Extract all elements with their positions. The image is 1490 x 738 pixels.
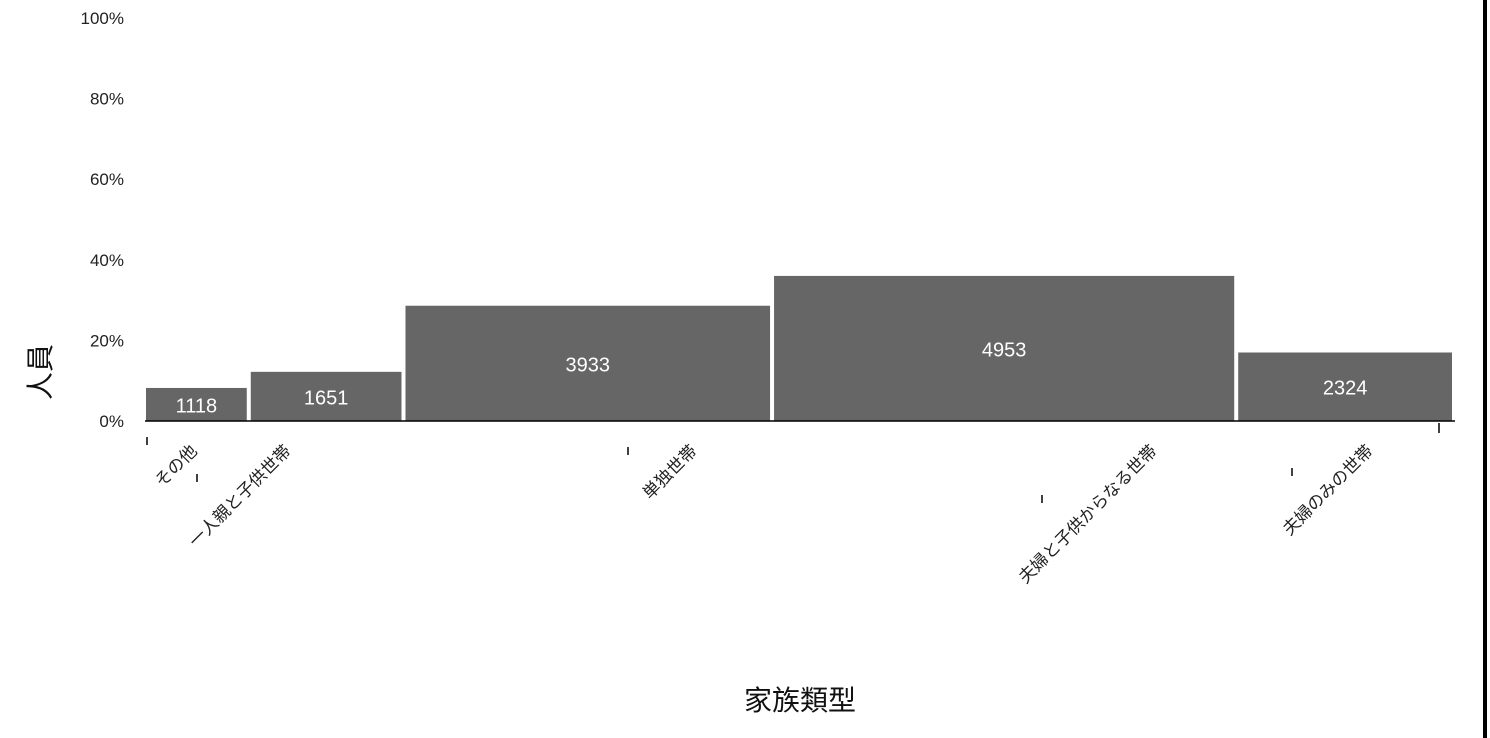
y-axis-ticks: 0% 20% 40% 60% 80% 100% xyxy=(81,9,124,431)
bar xyxy=(146,387,247,421)
x-tick-label: 夫婦と子供からなる世帯 xyxy=(1015,441,1161,587)
bar xyxy=(250,371,402,421)
x-tick-label: 一人親と子供世帯 xyxy=(185,441,295,551)
bar xyxy=(774,275,1235,421)
bar-value-label: 4953 xyxy=(982,339,1027,361)
y-tick-label: 60% xyxy=(90,170,124,189)
bars: 1118 1651 3933 4953 2324 xyxy=(146,275,1452,421)
y-tick-label: 0% xyxy=(99,412,124,431)
bar-value-label: 1118 xyxy=(176,395,218,417)
y-tick-label: 20% xyxy=(90,331,124,350)
x-tick-label: 夫婦のみの世帯 xyxy=(1279,441,1377,539)
y-tick-label: 40% xyxy=(90,251,124,270)
bar xyxy=(405,305,771,421)
bar xyxy=(1238,352,1452,421)
y-axis-title: 人員 xyxy=(24,344,57,400)
y-tick-label: 100% xyxy=(81,9,124,28)
bar-value-label: 3933 xyxy=(566,354,611,376)
bar-value-label: 2324 xyxy=(1323,378,1368,400)
x-tick-label: 単独世帯 xyxy=(639,441,701,503)
y-tick-label: 80% xyxy=(90,90,124,109)
x-axis-title: 家族類型 xyxy=(744,684,856,717)
bar-value-label: 1651 xyxy=(304,387,349,409)
x-tick-label: その他 xyxy=(151,441,201,491)
frame-border xyxy=(1483,0,1487,738)
